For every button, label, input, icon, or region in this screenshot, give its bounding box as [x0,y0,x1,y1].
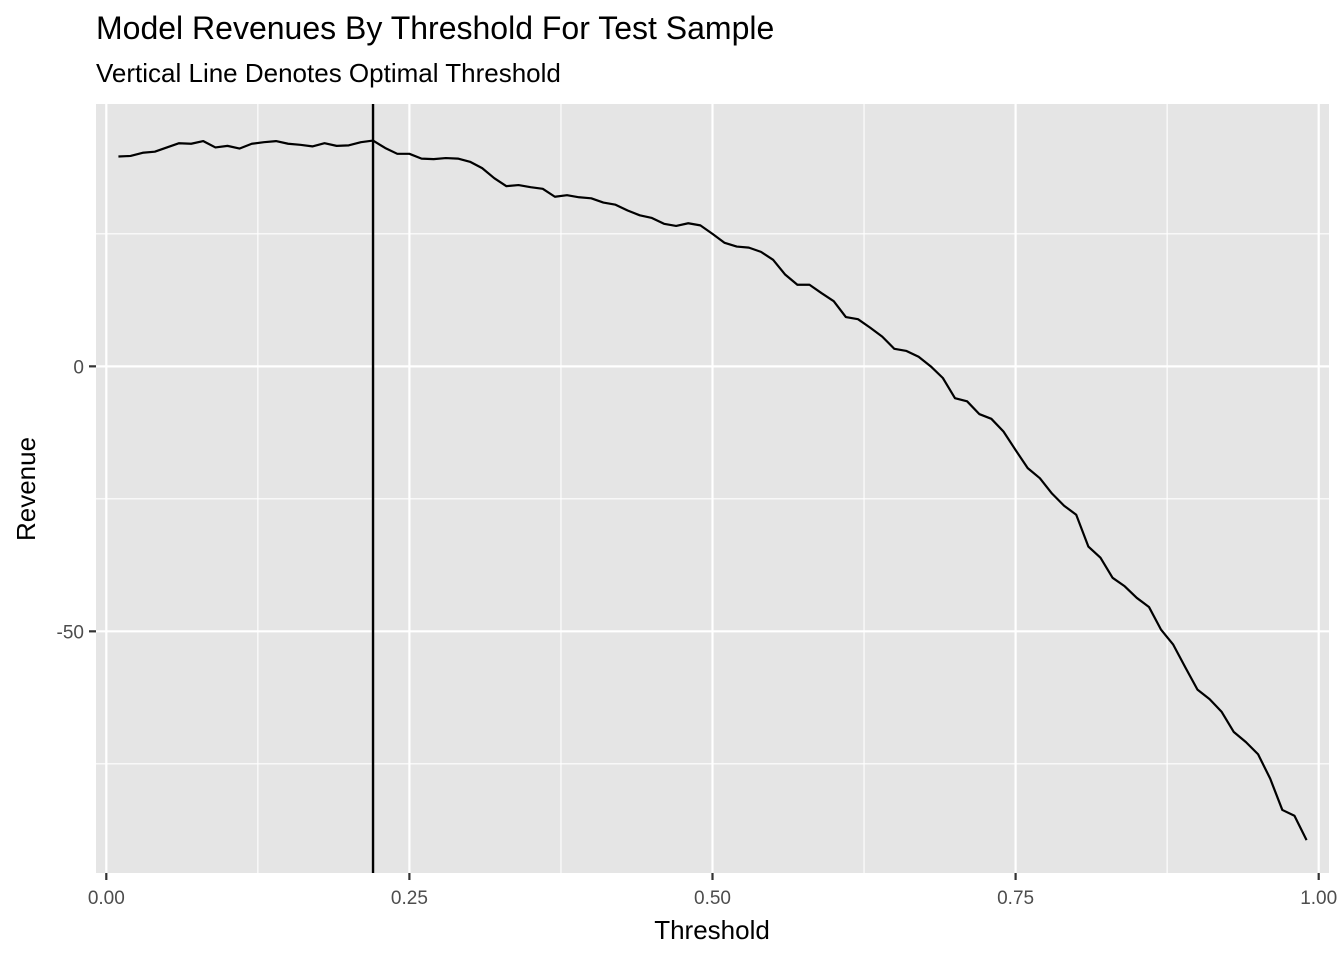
x-tick-label: 0.50 [694,888,731,909]
y-tick-label: 0 [73,357,84,378]
chart-title: Model Revenues By Threshold For Test Sam… [96,10,774,46]
x-tick-label: 0.00 [88,888,125,909]
y-axis-title: Revenue [11,437,41,541]
x-tick-label: 1.00 [1300,888,1337,909]
major-gridlines [96,104,1329,873]
revenue-line [118,139,1308,841]
x-axis-title: Threshold [654,915,770,945]
x-axis-ticks: 0.00 0.25 0.50 0.75 1.00 [88,873,1337,909]
y-tick-label: -50 [57,622,84,643]
y-axis-ticks: 0 -50 [57,357,96,643]
x-tick-label: 0.25 [391,888,428,909]
chart-subtitle: Vertical Line Denotes Optimal Threshold [96,58,561,88]
x-tick-label: 0.75 [997,888,1034,909]
